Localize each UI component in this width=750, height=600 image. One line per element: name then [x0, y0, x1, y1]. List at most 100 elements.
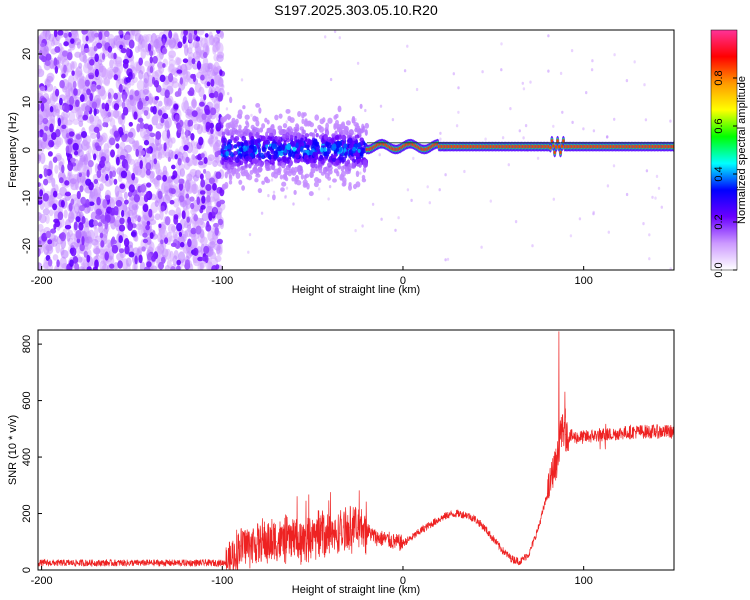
heatmap-cell-1503: [161, 256, 166, 264]
colorbar-tick-label-2: 0.4: [713, 166, 725, 181]
heatmap-cell-1965: [177, 123, 182, 134]
heatmap-cell-1626: [124, 245, 130, 255]
heatmap-cell-587: [45, 213, 50, 225]
heatmap-cell-1683: [128, 39, 135, 49]
heatmap-cell-344: [55, 192, 63, 200]
heatmap-cell-1117: [102, 116, 110, 124]
snr-point-3: [149, 562, 151, 564]
snr-y-axis-label: SNR (10 * v/v): [7, 415, 19, 485]
heatmap-cell-2002: [110, 149, 115, 158]
heatmap-cell-2134: [547, 34, 550, 38]
heatmap-cell-1800: [48, 139, 55, 148]
heatmap-cell-1660: [90, 83, 97, 92]
heatmap-cell-2110: [329, 77, 333, 82]
snr-point-17: [366, 529, 368, 532]
heatmap-cell-735: [209, 251, 217, 260]
snr-panel: -200 -100 0 100 0 200 400 600 800 Height of str…: [7, 329, 675, 596]
heatmap-cell-1612: [86, 88, 91, 96]
heatmap-cell-2019: [43, 178, 49, 186]
heatmap-cell-1894: [211, 265, 218, 270]
heatmap-cell-2970: [336, 127, 342, 133]
heatmap-cell-1682: [138, 254, 143, 264]
heatmap-cell-1035: [210, 132, 215, 140]
heatmap-cell-1896: [87, 160, 94, 168]
heatmap-cell-2200: [241, 135, 247, 142]
heatmap-cell-2068: [570, 49, 574, 53]
heatmap-cell-2986: [344, 151, 348, 159]
heatmap-cell-835: [196, 30, 205, 36]
heatmap-cell-1792: [162, 38, 166, 46]
heatmap-cell-1448: [186, 251, 192, 259]
heatmap-cell-1705: [199, 101, 205, 107]
heatmap-cell-1912: [45, 230, 52, 239]
heatmap-cell-1219: [133, 94, 140, 102]
heatmap-cell-946: [136, 30, 141, 37]
heatmap-cell-2924: [288, 168, 294, 174]
heatmap-cell-1734: [64, 180, 70, 186]
heatmap-cell-2115: [590, 68, 594, 72]
heatmap-cell-1776: [113, 178, 118, 185]
heatmap-cell-2263: [285, 108, 291, 114]
heatmap-cell-1492: [104, 160, 111, 172]
figure-title: S197.2025.303.05.10.R20: [274, 2, 438, 18]
snr-point-22: [411, 536, 413, 539]
heatmap-cell-2008: [200, 153, 205, 158]
heatmap-cell-1864: [161, 47, 168, 55]
heatmap-cell-1904: [86, 254, 91, 263]
heatmap-cell-1230: [108, 249, 115, 260]
heatmap-cell-2339: [235, 118, 239, 125]
heatmap-cell-2315: [355, 170, 360, 178]
heatmap-cell-2627: [228, 172, 232, 179]
heatmap-cell-1646: [185, 156, 190, 163]
heatmap-cell-2124: [613, 117, 616, 121]
heatmap-cell-1576: [75, 229, 82, 240]
heatmap-cell-3013: [250, 135, 255, 141]
heatmap-cell-2927: [264, 176, 269, 183]
heatmap-cell-1859: [100, 214, 106, 223]
heatmap-cell-1587: [200, 173, 204, 181]
heatmap-cell-2111: [463, 169, 466, 174]
heatmap-cell-1898: [104, 214, 111, 223]
heatmap-cell-1249: [38, 109, 46, 122]
heatmap-cell-1697: [173, 103, 179, 110]
heatmap-cell-2807: [233, 151, 238, 156]
heatmap-cell-1269: [43, 45, 49, 52]
heatmap-cell-3016: [289, 140, 296, 147]
heatmap-cell-2056: [380, 217, 383, 221]
heatmap-cell-2884: [319, 154, 323, 160]
heatmap-cell-3003: [336, 140, 343, 148]
heatmap-cell-1708: [142, 232, 148, 238]
heatmap-cell-2912: [292, 146, 297, 152]
heatmap-cell-1838: [160, 239, 164, 245]
heatmap-cell-3030: [323, 151, 328, 157]
heatmap-cell-2587: [283, 167, 288, 175]
heatmap-cell-1666: [58, 177, 64, 184]
heatmap-cell-2688: [263, 139, 269, 145]
heatmap-cell-3463: [560, 144, 564, 148]
snr-point-7: [239, 545, 241, 547]
heatmap-cell-2393: [301, 118, 305, 125]
heatmap-cell-1938: [63, 64, 67, 74]
heatmap-cell-2511: [241, 185, 246, 191]
heatmap-cell-1687: [205, 183, 212, 192]
heatmap-cell-2148: [318, 187, 321, 191]
heatmap-cell-1596: [153, 158, 158, 165]
heatmap-cell-1874: [128, 121, 133, 127]
snr-background: [38, 330, 674, 570]
heatmap-cell-1360: [67, 229, 73, 238]
heatmap-y-tick-label-3: 10: [21, 96, 33, 108]
heatmap-cell-1295: [190, 99, 198, 109]
heatmap-cell-2921: [284, 177, 289, 182]
heatmap-cell-1744: [123, 237, 130, 248]
heatmap-cell-1724: [217, 218, 224, 226]
heatmap-cell-2517: [238, 179, 243, 185]
heatmap-cell-2830: [267, 146, 272, 151]
heatmap-cell-1567: [73, 150, 79, 156]
heatmap-cell-1843: [38, 130, 41, 138]
heatmap-cell-2450: [228, 180, 233, 185]
heatmap-cell-1465: [154, 213, 161, 221]
heatmap-cell-2088: [272, 190, 276, 194]
heatmap-cell-1602: [190, 133, 195, 141]
heatmap-cell-2691: [242, 105, 246, 110]
heatmap-cell-2964: [333, 168, 339, 174]
